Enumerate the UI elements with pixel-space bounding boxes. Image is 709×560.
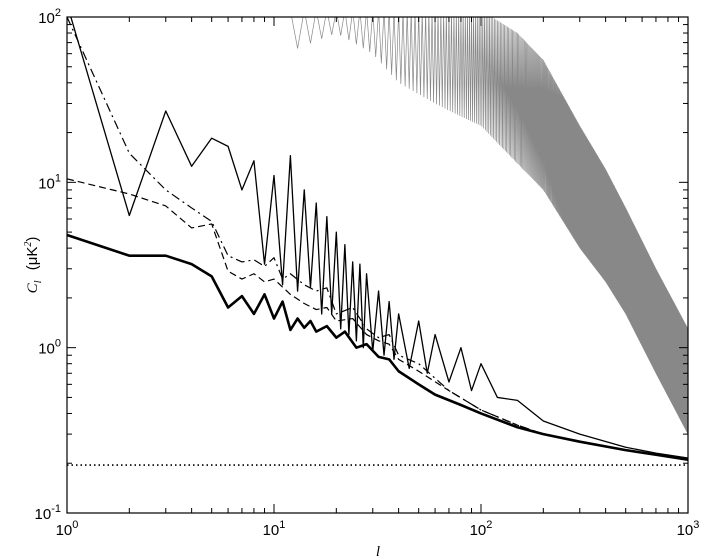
y-axis-label-unit: (μK [24,247,41,271]
y-axis-label-sup: 2 [23,242,34,247]
series-line-dash-dot [67,17,688,461]
y-tick-label: 10-1 [35,503,61,523]
plot-frame [66,16,689,514]
y-tick-label: 100 [38,338,61,358]
y-axis-label-c: C [25,282,41,293]
y-axis-label-close: ) [24,237,41,242]
y-tick-label: 102 [38,7,61,27]
series-layer [67,17,688,466]
y-axis-label-sub: l [32,280,44,283]
x-axis-label: l [376,544,380,560]
y-tick-label: 101 [38,172,61,192]
y-axis-label: Cl (μK2) [23,237,44,294]
x-tick-label: 101 [263,519,286,539]
series-line-thick-solid [67,233,688,462]
series-line-gray [291,17,688,434]
ticks-layer [66,16,689,514]
x-tick-label: 100 [56,519,79,539]
x-tick-label: 102 [470,519,493,539]
series-line-thin-solid [70,17,688,459]
series-line-dashed [67,178,688,461]
x-tick-label: 103 [677,519,700,539]
